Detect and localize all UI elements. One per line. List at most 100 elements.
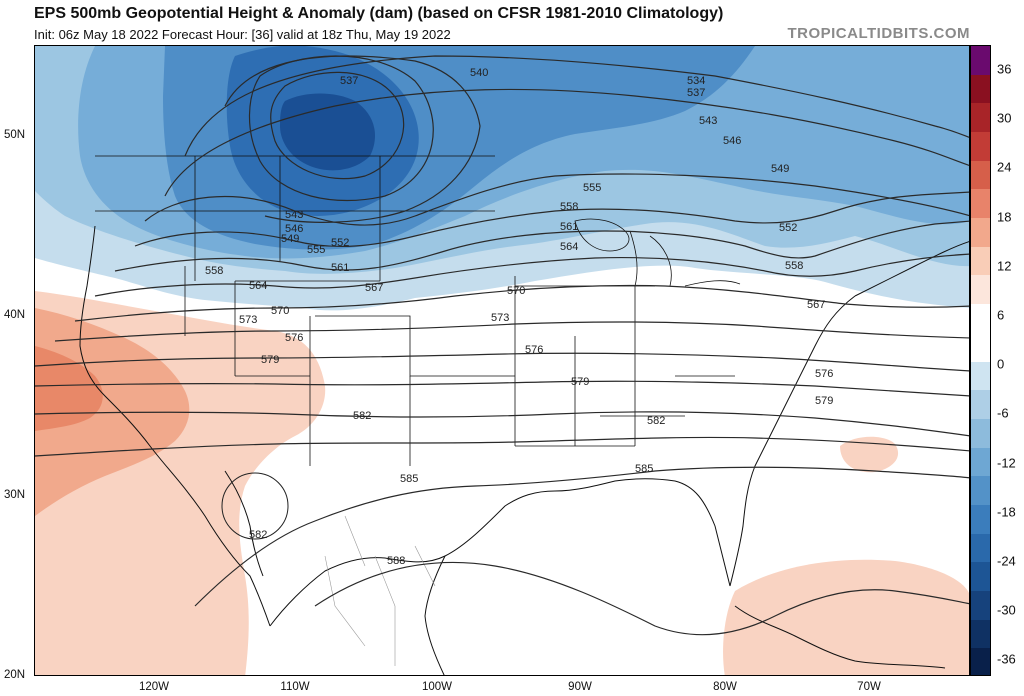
colorbar-segment [971, 447, 990, 477]
colorbar [970, 45, 991, 676]
colorbar-segment [971, 648, 990, 675]
lat-label: 50N [4, 129, 26, 141]
contour-label: 579 [815, 395, 833, 407]
colorbar-label: -6 [997, 405, 1009, 421]
contour-label: 570 [507, 285, 525, 297]
colorbar-segment [971, 418, 990, 449]
colorbar-segment [971, 246, 990, 276]
colorbar-label: 12 [997, 258, 1012, 274]
lon-label: 100W [421, 681, 453, 693]
colorbar-segment [971, 189, 990, 219]
contour-label: 582 [353, 410, 371, 422]
great-lakes [574, 218, 741, 287]
colorbar-label: 24 [997, 159, 1012, 175]
contour-label: 537 [687, 87, 705, 99]
lon-label: 110W [280, 681, 310, 693]
contour-label: 552 [779, 222, 797, 234]
contour-label: 579 [261, 354, 279, 366]
contour-label: 534 [687, 75, 705, 87]
colorbar-segment [971, 476, 990, 506]
colorbar-label: -30 [997, 602, 1016, 618]
colorbar-label: -18 [997, 504, 1016, 520]
contour-label: 567 [365, 282, 383, 294]
height-contours [35, 55, 969, 636]
colorbar-segment [971, 275, 990, 305]
contour-label: 558 [785, 260, 803, 272]
contour-label: 558 [205, 265, 223, 277]
contour-label: 549 [281, 233, 299, 245]
colorbar-label: 36 [997, 61, 1012, 77]
contour-label: 576 [525, 344, 543, 356]
contour-label: 588 [387, 555, 405, 567]
contour-label: 549 [771, 163, 789, 175]
colorbar-segment [971, 160, 990, 190]
lon-label: 80W [713, 681, 737, 693]
contour-label: 552 [331, 237, 349, 249]
colorbar-label: 18 [997, 209, 1012, 225]
contour-label: 573 [239, 314, 257, 326]
lon-label: 90W [568, 681, 592, 693]
colorbar-segment [971, 533, 990, 563]
contour-label: 543 [285, 209, 303, 221]
state-borders [95, 155, 735, 466]
map-canvas: 537 540 534 537 543 546 549 543 546 549 … [35, 46, 969, 675]
colorbar-label: 0 [997, 356, 1005, 372]
colorbar-segment [971, 103, 990, 133]
colorbar-label: -12 [997, 455, 1016, 471]
colorbar-segment [971, 390, 990, 420]
colorbar-segment [971, 132, 990, 162]
contour-label: 555 [583, 182, 601, 194]
contour-label: 546 [723, 135, 741, 147]
contour-label: 546 [285, 223, 303, 235]
contour-label: 585 [400, 473, 418, 485]
mexico-state-borders [324, 515, 436, 666]
lon-label: 120W [138, 681, 170, 693]
contour-label: 576 [285, 332, 303, 344]
lat-label: 40N [4, 309, 26, 321]
colorbar-segment [971, 504, 990, 535]
colorbar-label: 6 [997, 307, 1005, 323]
coastlines [79, 225, 969, 675]
colorbar-segment [971, 619, 990, 649]
contour-label: 576 [815, 368, 833, 380]
contour-label: 579 [571, 376, 589, 388]
colorbar-segment [971, 304, 990, 334]
contour-label: 555 [307, 244, 325, 256]
contour-label: 537 [340, 75, 358, 87]
contour-label: 561 [560, 221, 578, 233]
contour-labels: 537 540 534 537 543 546 549 543 546 549 … [205, 67, 833, 567]
colorbar-segment [971, 74, 990, 104]
anomaly-pos-6-atlantic [840, 436, 899, 473]
lat-label: 30N [4, 489, 26, 501]
low-circle [221, 472, 289, 540]
lat-label: 20N [4, 669, 26, 681]
colorbar-segment [971, 218, 990, 248]
brand-watermark: TROPICALTIDBITS.COM [787, 25, 970, 42]
contour-label: 570 [271, 305, 289, 317]
colorbar-segment [971, 590, 990, 621]
contour-label: 582 [647, 415, 665, 427]
contour-label: 564 [560, 241, 578, 253]
colorbar-segment [971, 562, 990, 592]
colorbar-label: 30 [997, 110, 1012, 126]
contour-label: 561 [331, 262, 349, 274]
lon-label: 70W [857, 681, 881, 693]
colorbar-segment [971, 361, 990, 391]
colorbar-label: -24 [997, 553, 1016, 569]
contour-label: 585 [635, 463, 653, 475]
colorbar-segment [971, 46, 990, 76]
map-title: EPS 500mb Geopotential Height & Anomaly … [34, 5, 724, 22]
contour-label: 540 [470, 67, 488, 79]
contour-label: 543 [699, 115, 717, 127]
contour-label: 564 [249, 280, 267, 292]
contour-label: 582 [249, 529, 267, 541]
contour-label: 567 [807, 299, 825, 311]
colorbar-label: -36 [997, 651, 1016, 667]
anomaly-pos-18 [35, 346, 103, 431]
anomaly-neg-36 [280, 93, 375, 171]
colorbar-segment [971, 332, 990, 362]
contour-label: 558 [560, 201, 578, 213]
contour-label: 573 [491, 312, 509, 324]
map-subtitle: Init: 06z May 18 2022 Forecast Hour: [36… [34, 27, 451, 42]
map-panel: 537 540 534 537 543 546 549 543 546 549 … [34, 45, 970, 676]
